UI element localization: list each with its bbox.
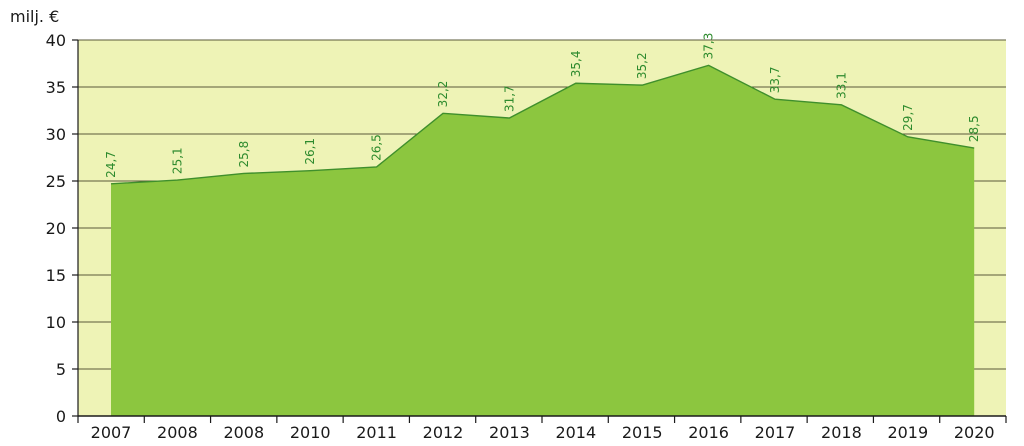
x-tick-label: 2018 [821, 423, 862, 442]
data-label: 31,7 [502, 85, 516, 112]
x-tick-label: 2008 [223, 423, 264, 442]
y-tick-label: 20 [46, 219, 66, 238]
data-label: 25,8 [237, 141, 251, 168]
data-label: 35,2 [635, 52, 649, 79]
y-axis-unit-label: milj. € [10, 7, 59, 26]
x-tick-label: 2014 [555, 423, 596, 442]
x-tick-label: 2008 [157, 423, 198, 442]
data-label: 25,1 [170, 147, 184, 174]
data-label: 29,7 [901, 104, 915, 131]
x-axis: 2007 2008 2008 2010 2011 2012 2013 2014 2015 2016… [77, 415, 1007, 442]
data-label: 33,7 [768, 67, 782, 94]
y-tick-label: 25 [46, 172, 66, 191]
y-tick-label: 0 [56, 407, 66, 426]
area-series-line [110, 64, 975, 185]
x-tick-label: 2011 [356, 423, 397, 442]
data-label: 26,5 [370, 134, 384, 161]
x-tick-label: 2010 [290, 423, 331, 442]
area-series [111, 65, 975, 416]
x-tick-label: 2016 [688, 423, 729, 442]
data-label: 33,1 [834, 72, 848, 99]
y-tick-label: 10 [46, 313, 66, 332]
data-label: 35,4 [569, 51, 583, 78]
x-tick-label: 2019 [887, 423, 928, 442]
y-tick-label: 5 [56, 360, 66, 379]
x-tick-label: 2012 [423, 423, 464, 442]
y-tick-label: 15 [46, 266, 66, 285]
x-tick-label: 2020 [954, 423, 995, 442]
x-tick-label: 2013 [489, 423, 530, 442]
data-label: 28,5 [967, 115, 981, 142]
x-tick-label: 2017 [755, 423, 796, 442]
data-label: 26,1 [303, 138, 317, 165]
data-labels: 24,7 25,1 25,8 26,1 26,5 32,2 31,7 35,4 35,2 37,3… [104, 33, 981, 178]
y-tick-label: 30 [46, 125, 66, 144]
y-tick-label: 40 [46, 31, 66, 50]
data-label: 32,2 [436, 81, 450, 108]
x-tick-label: 2015 [622, 423, 663, 442]
data-label: 37,3 [702, 33, 716, 60]
x-tick-label: 2007 [91, 423, 132, 442]
data-label: 24,7 [104, 151, 118, 178]
y-axis: 0 5 10 15 20 25 30 35 40 [46, 31, 79, 426]
y-tick-label: 35 [46, 78, 66, 97]
